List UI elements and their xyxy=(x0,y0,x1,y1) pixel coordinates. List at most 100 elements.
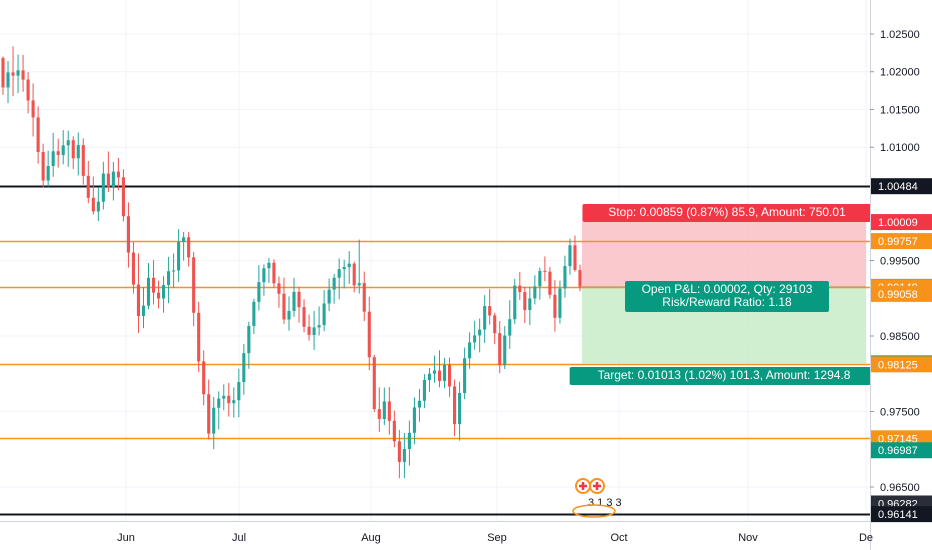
candle-body xyxy=(146,277,151,306)
candle-body xyxy=(538,270,542,287)
candle xyxy=(151,260,156,305)
candle-body xyxy=(151,277,156,293)
candle-body xyxy=(16,70,20,76)
candle xyxy=(463,347,467,400)
candle xyxy=(227,382,231,417)
price-label-box xyxy=(871,178,932,195)
candle xyxy=(61,130,65,165)
candle-body xyxy=(56,151,60,156)
event-badge[interactable]: 3 1 3 3 xyxy=(572,478,622,518)
candle xyxy=(533,275,537,305)
candle xyxy=(257,265,261,311)
candle xyxy=(367,296,371,371)
candle xyxy=(106,151,110,193)
candle-body xyxy=(217,398,221,408)
candle xyxy=(382,387,386,426)
candle xyxy=(232,387,236,418)
candle xyxy=(442,357,447,389)
candle-body xyxy=(412,407,416,433)
price-axis[interactable]: 1.02500 1.02000 1.01500 1.01000 0.99500 0.985… xyxy=(870,0,932,550)
candle-body xyxy=(533,286,537,299)
candle xyxy=(578,264,582,292)
candle xyxy=(342,259,346,289)
candle xyxy=(377,387,381,432)
candle xyxy=(357,239,361,294)
stop-banner-text: Stop: 0.00859 (0.87%) 85.9, Amount: 750.… xyxy=(608,205,846,219)
candle xyxy=(362,271,366,322)
candle xyxy=(116,157,120,191)
candle-body xyxy=(513,285,517,320)
candle xyxy=(372,354,376,412)
candle-body xyxy=(558,288,562,318)
target-banner-text: Target: 0.01013 (1.02%) 101.3, Amount: 1… xyxy=(598,368,851,382)
candle-body xyxy=(307,326,311,335)
candle xyxy=(282,277,286,324)
candle xyxy=(96,187,100,222)
candle-body xyxy=(402,449,406,462)
candle-body xyxy=(553,294,557,318)
candle xyxy=(417,388,421,422)
candle xyxy=(568,238,572,275)
plus-icon xyxy=(579,482,587,490)
candle-body xyxy=(317,325,321,328)
candle xyxy=(212,396,216,450)
candle xyxy=(272,259,276,288)
candle xyxy=(66,130,70,167)
candle xyxy=(287,296,291,331)
candle xyxy=(86,160,90,204)
candle-body xyxy=(41,151,45,181)
candle-body xyxy=(26,79,30,101)
candle xyxy=(498,321,502,374)
time-axis[interactable]: Jun Jul Aug Sep Oct Nov De xyxy=(0,521,873,550)
candle-body xyxy=(523,292,527,311)
candle xyxy=(192,251,196,327)
candle-body xyxy=(327,289,331,304)
candle xyxy=(307,314,311,341)
candle xyxy=(422,374,427,408)
candle xyxy=(167,256,171,304)
candle-body xyxy=(267,262,271,269)
candlesticks xyxy=(1,46,582,479)
candle-body xyxy=(156,292,161,299)
candle xyxy=(247,321,251,369)
candle-body xyxy=(187,237,191,258)
candle xyxy=(267,258,271,284)
candle-body xyxy=(46,166,50,181)
pl-banner-text: Open P&L: 0.00002, Qty: 29103 xyxy=(642,282,813,296)
candle-body xyxy=(302,307,306,327)
candle xyxy=(563,255,567,298)
candle-body xyxy=(36,117,40,152)
candle-body xyxy=(262,268,266,283)
candle-body xyxy=(352,263,356,286)
candle xyxy=(528,286,532,326)
candle-body xyxy=(71,140,75,159)
candle xyxy=(503,326,507,370)
candle-body xyxy=(427,373,432,380)
candle-body xyxy=(478,329,482,336)
price-label-text: 1.00009 xyxy=(878,217,918,229)
candle-body xyxy=(272,262,276,284)
candle-body xyxy=(66,140,70,146)
candle xyxy=(242,343,246,395)
candle-body xyxy=(167,271,171,286)
candle xyxy=(162,276,166,313)
candle-body xyxy=(106,173,110,188)
target-banner xyxy=(569,367,879,385)
candle-body xyxy=(382,401,386,419)
time-tick-label: Sep xyxy=(487,532,507,544)
candle-body xyxy=(1,58,5,88)
candle xyxy=(46,150,50,187)
candle-body xyxy=(136,284,141,316)
candle-body xyxy=(121,177,125,217)
candle-body xyxy=(468,342,472,359)
candle-body xyxy=(222,395,226,399)
price-label-box xyxy=(871,214,932,231)
candle-body xyxy=(21,70,25,80)
stop-zone xyxy=(582,222,866,287)
plus-icon xyxy=(593,482,601,490)
candle xyxy=(31,83,35,137)
candle xyxy=(488,288,492,325)
candle xyxy=(197,301,201,372)
candle-body xyxy=(76,145,80,159)
